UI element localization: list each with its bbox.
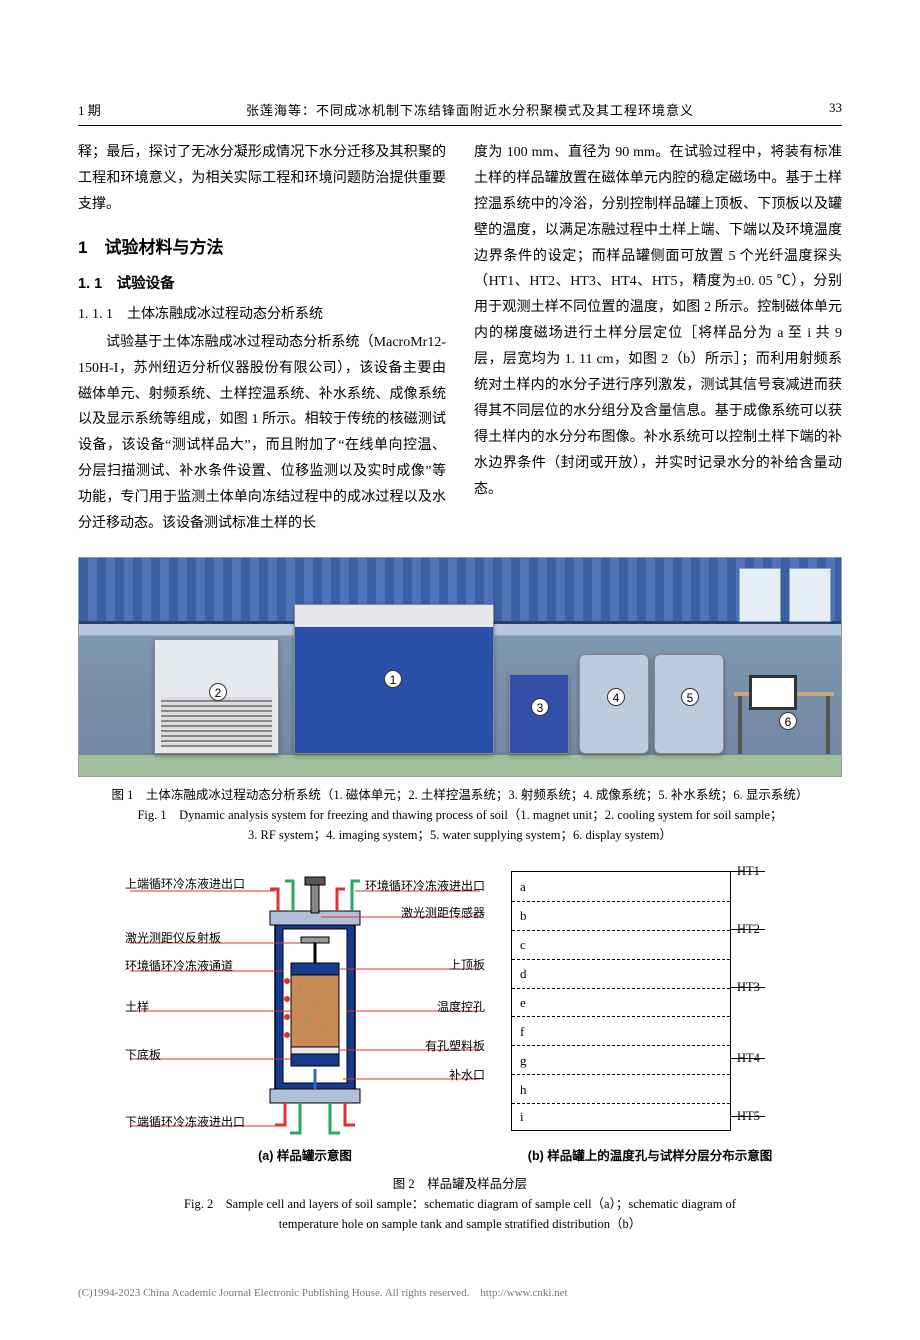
- badge-5: 5: [681, 688, 699, 706]
- ht3: HT3: [737, 980, 785, 995]
- header-page: 33: [802, 100, 842, 119]
- layer-b: b: [520, 908, 527, 924]
- fig2-cap-en2: temperature hole on sample tank and samp…: [78, 1214, 842, 1234]
- layer-i: i: [520, 1109, 524, 1125]
- display-monitor: [749, 675, 797, 710]
- lbl-env-channel: 环境循环冷冻液通道: [125, 957, 233, 974]
- layer-g: g: [520, 1053, 527, 1069]
- para-left-1: 释；最后，探讨了无冰分凝形成情况下水分迁移及其积聚的工程和环境意义，为相关实际工…: [78, 140, 446, 218]
- lbl-env-inlet: 环境循环冷冻液进出口: [365, 877, 485, 894]
- layer-a: a: [520, 879, 526, 895]
- running-header: 1 期 张莲海等：不同成冰机制下冻结锋面附近水分积聚模式及其工程环境意义 33: [78, 100, 842, 119]
- layer-h: h: [520, 1082, 527, 1098]
- layer-f: f: [520, 1024, 524, 1040]
- lbl-top-plate: 上顶板: [449, 956, 485, 973]
- lbl-laser-sensor: 激光测距传感器: [401, 904, 485, 921]
- layer-e: e: [520, 995, 526, 1011]
- heading-1-1-1: 1. 1. 1 土体冻融成冰过程动态分析系统: [78, 302, 446, 328]
- figure-2a: 上端循环冷冻液进出口 激光测距仪反射板 环境循环冷冻液通道 土样 下底板 下端循…: [125, 871, 485, 1164]
- para-right-1: 度为 100 mm、直径为 90 mm。在试验过程中，将装有标准土样的样品罐放置…: [474, 140, 842, 502]
- badge-6: 6: [779, 712, 797, 730]
- lbl-bottom-inlet: 下端循环冷冻液进出口: [125, 1113, 245, 1130]
- heading-1: 1 试验材料与方法: [78, 232, 446, 263]
- badge-1: 1: [384, 670, 402, 688]
- ht2: HT2: [737, 922, 785, 937]
- figure-2-caption: 图 2 样品罐及样品分层 Fig. 2 Sample cell and laye…: [78, 1174, 842, 1234]
- lbl-laser-board: 激光测距仪反射板: [125, 929, 221, 946]
- layer-d: d: [520, 966, 527, 982]
- lbl-water-port: 补水口: [449, 1066, 485, 1083]
- badge-3: 3: [531, 698, 549, 716]
- poster: [739, 568, 781, 622]
- badge-4: 4: [607, 688, 625, 706]
- fig1-cap-en1: Fig. 1 Dynamic analysis system for freez…: [78, 805, 842, 825]
- footer: (C)1994-2023 China Academic Journal Elec…: [78, 1284, 842, 1300]
- lbl-bottom-plate: 下底板: [125, 1046, 161, 1063]
- figure-1-photo: 1 2 3 4 5 6: [78, 557, 842, 777]
- para-left-2: 试验基于土体冻融成冰过程动态分析系统（MacroMr12-150H-I，苏州纽迈…: [78, 330, 446, 537]
- heading-1-1: 1. 1 试验设备: [78, 271, 446, 298]
- header-title: 张莲海等：不同成冰机制下冻结锋面附近水分积聚模式及其工程环境意义: [138, 100, 802, 119]
- fig2-cap-cn: 图 2 样品罐及样品分层: [78, 1174, 842, 1194]
- badge-2: 2: [209, 683, 227, 701]
- lbl-top-inlet: 上端循环冷冻液进出口: [125, 875, 245, 892]
- layers-box: a b c d e f g h i: [511, 871, 731, 1131]
- lbl-temp-hole: 温度控孔: [437, 998, 485, 1015]
- figure-1-caption: 图 1 土体冻融成冰过程动态分析系统（1. 磁体单元；2. 土样控温系统；3. …: [78, 785, 842, 845]
- ht1: HT1: [737, 864, 785, 879]
- right-column: 度为 100 mm、直径为 90 mm。在试验过程中，将装有标准土样的样品罐放置…: [474, 140, 842, 537]
- header-issue: 1 期: [78, 100, 138, 119]
- lbl-soil: 土样: [125, 998, 149, 1015]
- header-rule: [78, 125, 842, 126]
- lbl-perf-plate: 有孔塑料板: [425, 1037, 485, 1054]
- poster: [789, 568, 831, 622]
- body-columns: 释；最后，探讨了无冰分凝形成情况下水分迁移及其积聚的工程和环境意义，为相关实际工…: [78, 140, 842, 537]
- figure-1: 1 2 3 4 5 6 图 1 土体冻融成冰过程动态分析系统（1. 磁体单元；2…: [78, 557, 842, 845]
- left-column: 释；最后，探讨了无冰分凝形成情况下水分迁移及其积聚的工程和环境意义，为相关实际工…: [78, 140, 446, 537]
- fig2a-sublabel: (a) 样品罐示意图: [125, 1145, 485, 1164]
- figure-2b: a b c d e f g h i HT1 HT2: [505, 871, 795, 1164]
- ht4: HT4: [737, 1051, 785, 1066]
- floor: [79, 754, 841, 776]
- figure-2: 上端循环冷冻液进出口 激光测距仪反射板 环境循环冷冻液通道 土样 下底板 下端循…: [78, 871, 842, 1164]
- fig2b-sublabel: (b) 样品罐上的温度孔与试样分层分布示意图: [505, 1145, 795, 1164]
- layer-c: c: [520, 937, 526, 953]
- apparatus-diagram: 上端循环冷冻液进出口 激光测距仪反射板 环境循环冷冻液通道 土样 下底板 下端循…: [125, 871, 485, 1141]
- ht5: HT5: [737, 1109, 785, 1124]
- fig1-cap-en2: 3. RF system；4. imaging system；5. water …: [78, 825, 842, 845]
- fig1-cap-cn: 图 1 土体冻融成冰过程动态分析系统（1. 磁体单元；2. 土样控温系统；3. …: [78, 785, 842, 805]
- fig2-cap-en1: Fig. 2 Sample cell and layers of soil sa…: [78, 1194, 842, 1214]
- page: 1 期 张莲海等：不同成冰机制下冻结锋面附近水分积聚模式及其工程环境意义 33 …: [0, 0, 920, 1340]
